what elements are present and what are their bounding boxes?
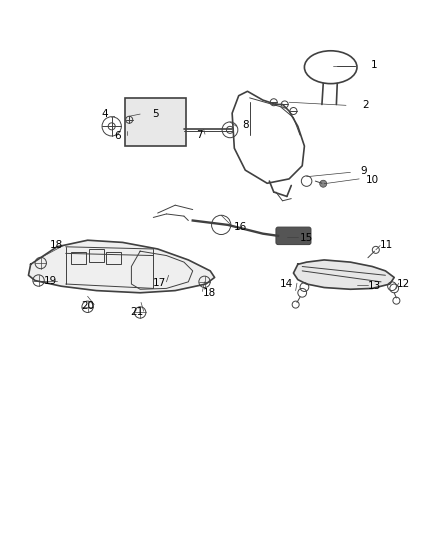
- Text: 14: 14: [280, 279, 293, 289]
- Text: 18: 18: [203, 288, 216, 298]
- Circle shape: [320, 180, 327, 187]
- Text: 6: 6: [114, 131, 121, 141]
- Text: 17: 17: [153, 278, 166, 288]
- Text: 15: 15: [300, 233, 313, 243]
- Text: 20: 20: [81, 301, 94, 311]
- Text: 4: 4: [102, 109, 109, 119]
- Text: 1: 1: [371, 60, 378, 70]
- FancyBboxPatch shape: [125, 98, 186, 146]
- Text: 13: 13: [368, 281, 381, 291]
- Text: 2: 2: [362, 100, 369, 110]
- Text: 7: 7: [196, 130, 203, 140]
- Polygon shape: [28, 240, 215, 293]
- Text: 19: 19: [44, 277, 57, 286]
- Text: 8: 8: [242, 120, 249, 131]
- Text: 21: 21: [130, 308, 143, 318]
- Polygon shape: [293, 260, 394, 289]
- Text: 12: 12: [396, 279, 410, 289]
- Text: 9: 9: [360, 166, 367, 176]
- FancyBboxPatch shape: [276, 227, 311, 245]
- Text: 10: 10: [366, 175, 379, 185]
- Text: 11: 11: [380, 240, 393, 249]
- Text: 5: 5: [152, 109, 159, 119]
- Text: 16: 16: [233, 222, 247, 232]
- Text: 18: 18: [49, 240, 63, 251]
